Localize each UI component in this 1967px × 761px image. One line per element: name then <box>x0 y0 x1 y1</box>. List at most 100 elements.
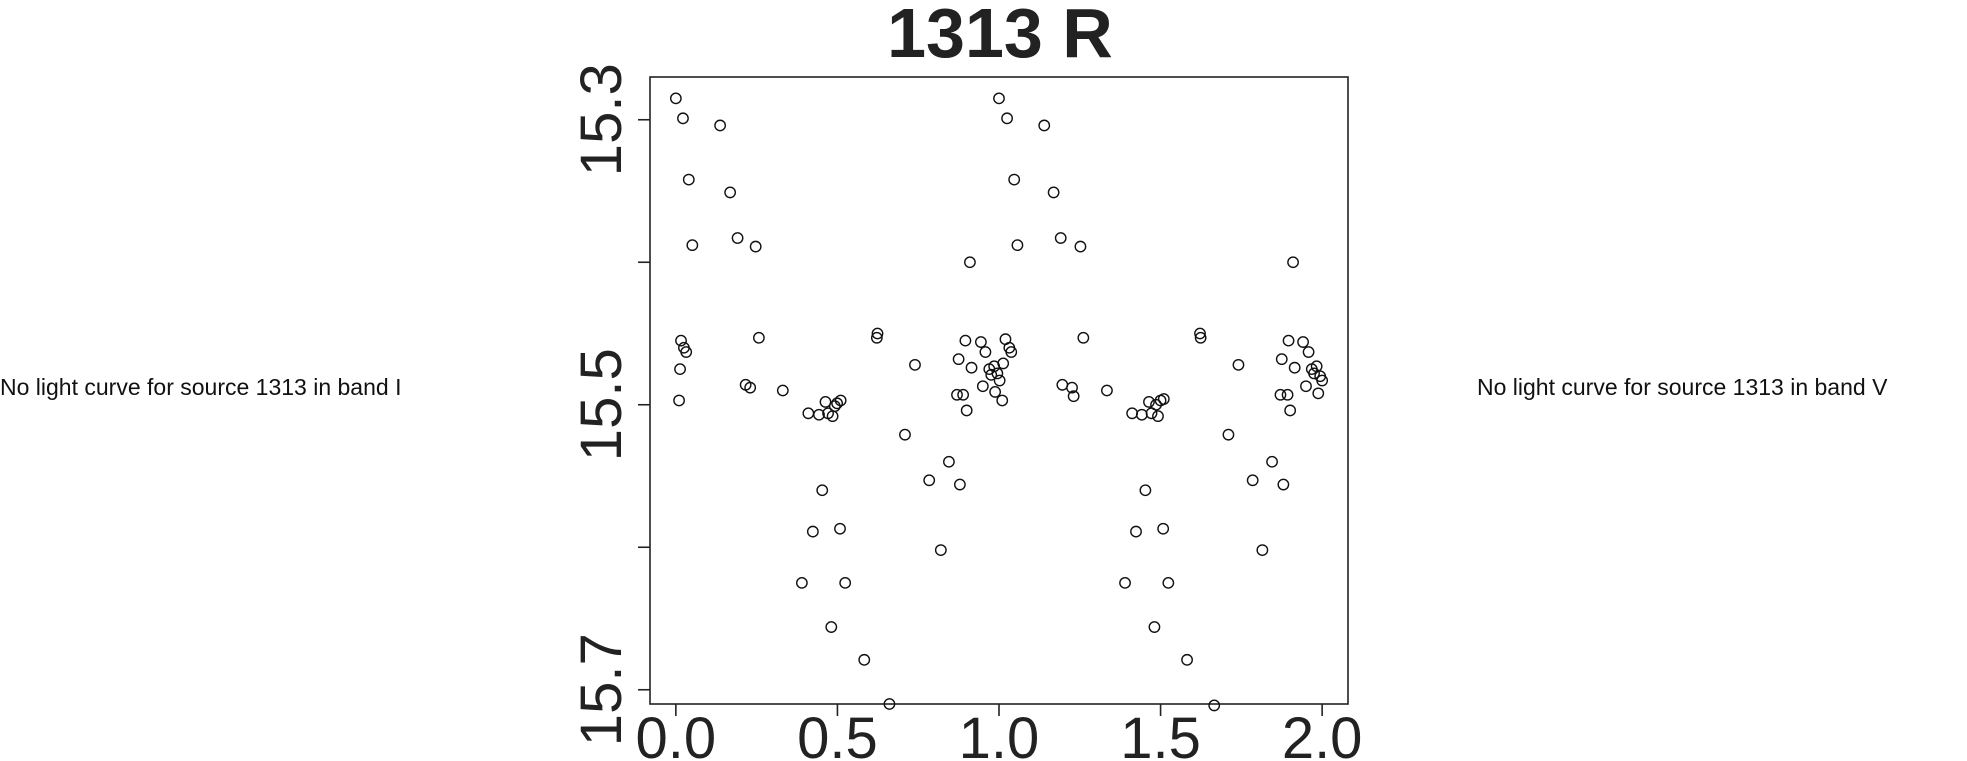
data-point <box>1266 455 1278 468</box>
data-point <box>1194 327 1206 340</box>
data-point <box>951 388 963 401</box>
data-point <box>825 621 838 633</box>
x-tick-label: 1.0 <box>959 706 1040 761</box>
x-tick-label: 0.0 <box>636 706 717 761</box>
data-point <box>724 186 737 199</box>
data-point <box>1282 334 1295 347</box>
data-point <box>989 386 1002 398</box>
data-point <box>714 119 727 132</box>
data-point <box>834 522 846 535</box>
data-point <box>1256 544 1269 556</box>
data-point <box>923 474 936 487</box>
data-point <box>753 331 765 344</box>
chart-title: 1313 R <box>887 0 1113 72</box>
data-point <box>677 112 689 125</box>
data-point <box>957 388 970 401</box>
data-point <box>731 232 744 244</box>
data-point <box>959 334 972 347</box>
data-point <box>960 404 973 417</box>
data-point <box>686 239 699 252</box>
y-tick-label: 15.3 <box>569 63 634 176</box>
data-point <box>1011 239 1024 252</box>
data-point <box>806 525 819 538</box>
data-point <box>669 92 682 105</box>
data-point <box>834 394 847 407</box>
data-point <box>802 407 815 420</box>
data-point <box>744 381 757 394</box>
data-point <box>1130 525 1142 538</box>
data-point <box>1005 346 1018 358</box>
y-tick-label: 15.7 <box>569 633 634 746</box>
data-point <box>991 367 1004 380</box>
data-point <box>1310 360 1323 373</box>
data-point <box>1208 699 1221 712</box>
data-point <box>1126 407 1139 420</box>
data-point <box>749 240 762 253</box>
data-point <box>1274 388 1287 401</box>
data-point <box>795 576 808 589</box>
data-point <box>673 394 685 407</box>
data-point <box>858 653 871 666</box>
data-point <box>975 336 987 348</box>
data-point <box>831 397 844 410</box>
data-point <box>1284 404 1297 417</box>
data-point <box>993 92 1005 105</box>
data-point <box>1066 381 1078 394</box>
data-point <box>964 256 976 269</box>
x-tick-label: 0.5 <box>797 706 878 761</box>
data-point <box>1119 576 1131 589</box>
data-point <box>1275 353 1288 366</box>
data-point <box>934 544 947 556</box>
data-point <box>979 346 992 358</box>
data-point <box>953 478 966 491</box>
data-point <box>1246 474 1259 487</box>
data-point <box>1047 186 1060 199</box>
data-point <box>776 384 789 397</box>
data-point <box>1316 374 1329 387</box>
data-point <box>1312 387 1325 400</box>
data-point <box>1067 390 1080 403</box>
data-point <box>1232 358 1245 371</box>
data-point <box>1001 112 1013 125</box>
data-point <box>943 455 955 468</box>
data-point <box>952 353 965 366</box>
y-tick-label: 15.5 <box>569 348 634 461</box>
data-point <box>909 358 921 371</box>
data-point <box>819 395 832 408</box>
data-point <box>870 331 883 344</box>
data-point <box>1077 331 1090 344</box>
data-point <box>1308 367 1320 380</box>
data-point <box>1222 428 1235 441</box>
data-point <box>1300 380 1312 393</box>
missing-band-v-note: No light curve for source 1313 in band V <box>1477 374 1888 400</box>
data-point <box>1181 653 1193 666</box>
data-point <box>1152 410 1164 423</box>
data-point <box>1288 361 1301 374</box>
data-point <box>899 428 911 441</box>
data-point <box>976 380 989 393</box>
data-point <box>828 400 841 413</box>
data-point <box>871 327 884 340</box>
x-tick-label: 2.0 <box>1282 706 1363 761</box>
data-point <box>1281 388 1294 401</box>
data-point <box>682 173 695 186</box>
data-point <box>1302 346 1315 358</box>
data-point <box>1148 621 1161 633</box>
y-axis: 15.3 15.5 15.7 <box>569 63 650 746</box>
data-point <box>1056 378 1069 391</box>
data-points <box>669 92 1329 712</box>
data-point <box>1054 232 1067 244</box>
data-point <box>1162 576 1175 589</box>
x-axis: 0.0 0.5 1.0 1.5 2.0 <box>636 704 1363 761</box>
data-point <box>1008 173 1021 186</box>
data-point <box>883 698 896 710</box>
data-point <box>674 363 686 376</box>
data-point <box>996 394 1009 407</box>
data-point <box>993 374 1006 387</box>
data-point <box>985 368 998 381</box>
x-tick-label: 1.5 <box>1120 706 1201 761</box>
data-point <box>816 484 829 497</box>
data-point <box>1139 484 1152 497</box>
data-point <box>1143 395 1155 408</box>
